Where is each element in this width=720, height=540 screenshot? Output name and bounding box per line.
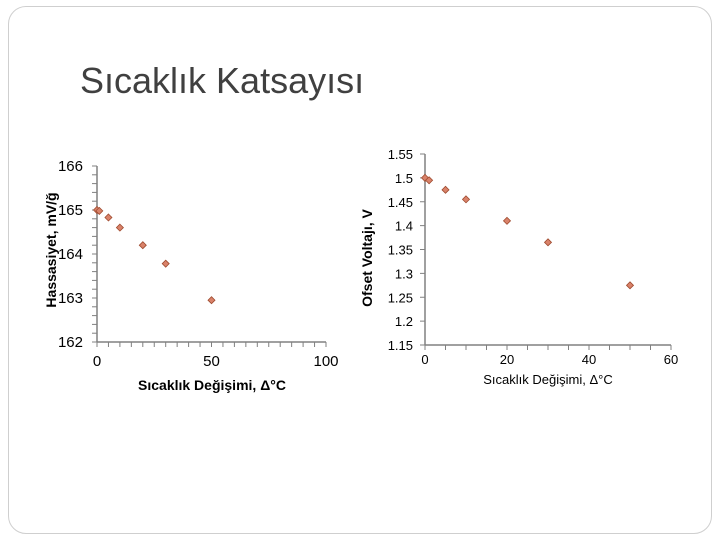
- x-tick-label: 40: [582, 352, 596, 367]
- data-point: [543, 238, 553, 247]
- data-point: [425, 176, 434, 185]
- y-axis-label: Hassasiyet, mV/ğ: [43, 192, 59, 307]
- slide-title: Sıcaklık Katsayısı: [80, 60, 365, 101]
- y-tick-label: 1.25: [388, 290, 413, 305]
- y-tick-label: 1.3: [395, 266, 413, 281]
- data-point: [207, 296, 216, 305]
- offset-voltage-chart: 1.15 1.2 1.25 1.3 1.35 1.4 1.45 1.5 1.55 0 20 40 60 S…: [359, 147, 678, 387]
- y-tick-label: 166: [58, 158, 83, 175]
- x-tick-label: 0: [421, 352, 428, 367]
- x-axis-label: Sıcaklık Değişimi, Δ°C: [138, 377, 286, 393]
- y-tick-label: 1.55: [388, 147, 413, 162]
- y-tick-label: 1.15: [388, 338, 413, 353]
- data-point: [115, 223, 124, 232]
- data-point: [441, 185, 450, 194]
- sensitivity-chart: 162 163 164 165 166 0 50 100 Sıcaklık Değişimi, …: [43, 158, 339, 393]
- y-tick-label: 164: [58, 246, 83, 263]
- data-point: [625, 281, 635, 290]
- y-tick-label: 1.2: [395, 314, 413, 329]
- x-tick-label: 100: [313, 353, 338, 370]
- y-axis-label: Ofset Voltajı, V: [359, 208, 375, 306]
- y-tick-label: 1.5: [395, 171, 413, 186]
- y-tick-label: 1.45: [388, 195, 413, 210]
- data-point: [161, 259, 170, 268]
- y-tick-label: 1.35: [388, 243, 413, 258]
- y-tick-label: 163: [58, 290, 83, 307]
- x-tick-label: 20: [500, 352, 514, 367]
- x-tick-label: 60: [664, 352, 678, 367]
- y-tick-label: 165: [58, 202, 83, 219]
- x-axis-label: Sıcaklık Değişimi, Δ°C: [483, 372, 612, 387]
- data-point: [502, 216, 512, 225]
- y-tick-label: 1.4: [395, 219, 413, 234]
- data-point: [95, 206, 104, 215]
- y-tick-label: 162: [58, 334, 83, 351]
- data-point: [104, 213, 113, 222]
- x-tick-label: 50: [203, 353, 220, 370]
- data-point: [138, 241, 147, 250]
- x-tick-label: 0: [93, 353, 101, 370]
- data-point: [461, 195, 471, 204]
- slide-frame: [8, 6, 712, 534]
